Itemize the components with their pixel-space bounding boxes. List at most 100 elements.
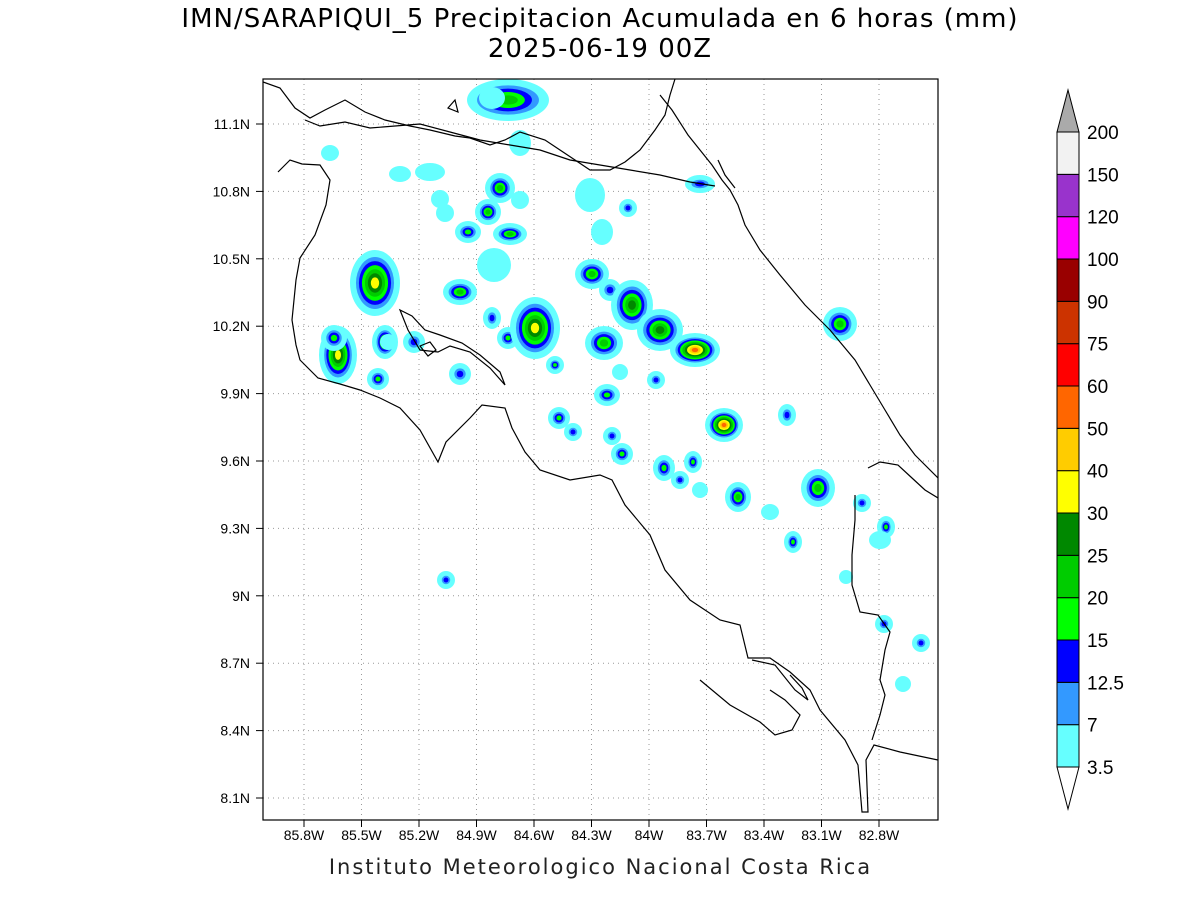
precip-contour <box>443 577 449 583</box>
colorbar-swatch <box>1056 385 1080 429</box>
precip-contour <box>415 163 445 181</box>
precip-cell <box>575 178 605 212</box>
precip-contour <box>479 87 505 109</box>
precip-cell <box>475 199 501 225</box>
lon-tick-label: 84.9W <box>456 827 497 843</box>
precip-contour <box>485 209 491 215</box>
longitude-labels: 85.8W 85.5W 85.2W 84.9W 84.6W 84.3W 84W 83.7W 83… <box>284 820 900 843</box>
precip-contour <box>570 429 576 435</box>
precip-contour <box>489 314 495 322</box>
precip-contour <box>464 229 472 235</box>
lon-tick-label: 85.8W <box>284 827 325 843</box>
map-title-line-1: IMN/SARAPIQUI_5 Precipitacion Acumulada … <box>181 4 1019 34</box>
precip-contour <box>505 335 511 341</box>
lon-tick-label: 84.6W <box>514 827 555 843</box>
precip-contour <box>506 231 514 237</box>
precip-cell <box>415 163 445 181</box>
precip-contour <box>692 482 708 498</box>
colorbar-level-label: 150 <box>1087 165 1119 186</box>
precip-cell <box>367 368 389 390</box>
map-title-line-2: 2025-06-19 00Z <box>487 34 713 64</box>
colorbar-level-label: 50 <box>1087 419 1108 440</box>
precip-cell <box>869 531 891 549</box>
precip-contour <box>721 422 727 428</box>
lat-tick-label: 9.9N <box>220 386 250 402</box>
precip-cell <box>585 326 623 360</box>
precip-cell <box>594 384 620 406</box>
colorbar-level-label: 7 <box>1087 716 1098 737</box>
precip-cell <box>509 130 531 156</box>
colorbar-level-label: 12.5 <box>1087 673 1124 694</box>
precip-contour <box>375 376 381 382</box>
nicoya-islands <box>419 341 437 357</box>
colorbar-over-arrow <box>1056 88 1080 133</box>
precip-contour <box>436 204 454 222</box>
coastlines <box>263 79 938 813</box>
precip-cell <box>380 334 396 350</box>
precip-contour <box>599 339 609 347</box>
colorbar-swatch <box>1056 343 1080 387</box>
precip-cell <box>591 219 613 245</box>
precip-cell <box>647 371 665 389</box>
lon-tick-label: 84W <box>635 827 665 843</box>
precip-cell <box>483 307 501 329</box>
precip-contour <box>591 219 613 245</box>
colorbar-swatch <box>1056 639 1080 683</box>
precip-contour <box>556 415 562 421</box>
golfo-dulce <box>751 659 809 701</box>
precip-contour <box>612 364 628 380</box>
precip-contour <box>330 334 338 342</box>
lat-tick-label: 8.1N <box>220 790 250 806</box>
colorbar-swatch <box>1056 427 1080 472</box>
precip-cell <box>619 199 637 217</box>
precip-cell <box>853 494 871 512</box>
precip-contour <box>814 483 822 493</box>
precip-contour <box>496 184 504 192</box>
northern-border <box>304 119 716 187</box>
caribbean-coast-north <box>717 159 736 189</box>
colorbar-level-label: 75 <box>1087 335 1108 356</box>
precip-contour <box>859 500 865 506</box>
precip-contour <box>477 248 511 282</box>
colorbar-level-label: 25 <box>1087 546 1108 567</box>
colorbar-level-label: 20 <box>1087 589 1108 610</box>
precip-contour <box>456 370 464 378</box>
precip-cell <box>449 363 471 385</box>
precip-contour <box>653 377 659 383</box>
colorbar-swatch <box>1056 724 1080 768</box>
lat-tick-label: 11.1N <box>214 116 250 132</box>
precip-contour <box>691 459 695 465</box>
precip-contour <box>661 464 667 472</box>
precip-contour <box>761 504 779 520</box>
lon-tick-label: 83.1W <box>801 827 842 843</box>
colorbar-swatch <box>1056 258 1080 302</box>
precip-contour <box>836 320 844 328</box>
precip-contour <box>606 286 614 294</box>
precip-cell <box>784 531 802 553</box>
precip-cell <box>485 173 515 203</box>
precip-cell <box>684 451 702 473</box>
precip-contour <box>691 347 699 353</box>
colorbar-level-label: 90 <box>1087 292 1108 313</box>
precip-cell <box>637 309 683 351</box>
precip-cell <box>350 250 400 316</box>
precip-cell <box>510 297 560 359</box>
precip-contour <box>456 289 464 295</box>
precip-cell <box>671 471 689 489</box>
precip-cell <box>455 221 481 243</box>
precip-contour <box>884 524 888 530</box>
precip-cell <box>839 570 853 584</box>
colorbar-level-label: 200 <box>1087 123 1119 144</box>
precip-cell <box>611 443 633 465</box>
precip-contour <box>625 205 631 211</box>
precip-cell <box>653 455 675 481</box>
precip-cell <box>493 223 527 245</box>
grid-lines <box>263 79 938 820</box>
precip-cell <box>389 166 411 182</box>
precip-contour <box>431 190 449 208</box>
precip-contour <box>511 191 529 209</box>
precip-cell <box>443 279 477 305</box>
lake-island <box>446 98 459 113</box>
precip-cell <box>431 190 449 208</box>
